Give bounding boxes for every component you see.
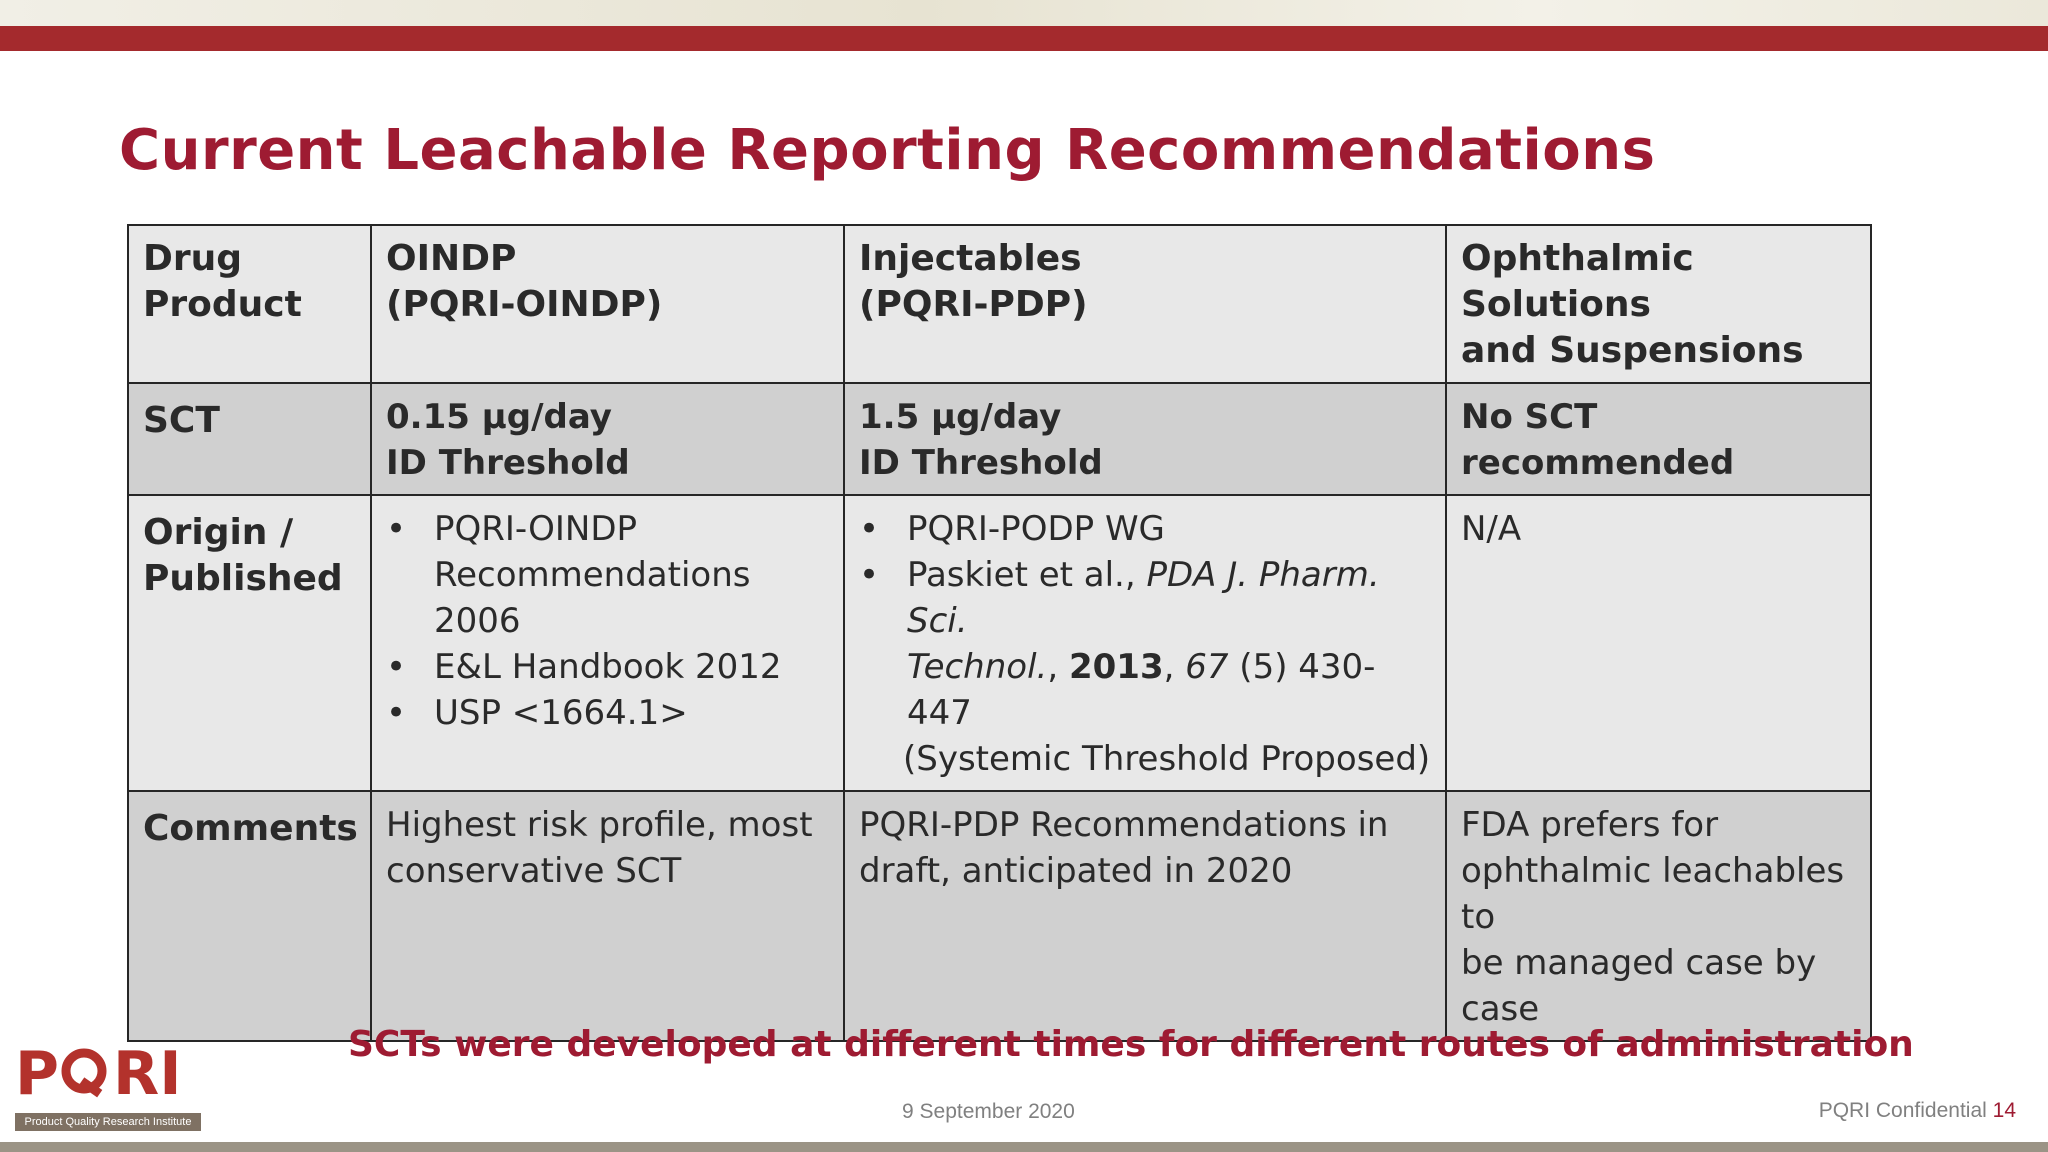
sct-oindp-value: 0.15 µg/day xyxy=(386,397,612,437)
origin-oindp-list: PQRI-OINDP Recommendations 2006 E&L Hand… xyxy=(386,506,829,736)
header-drug-product-line1: Drug xyxy=(143,238,243,279)
comments-ophthalmic-line3: be managed case by xyxy=(1461,943,1817,983)
citation-authors: Paskiet et al., xyxy=(907,555,1147,595)
comments-ophthalmic-line1: FDA prefers for xyxy=(1461,805,1719,845)
recommendations-table: Drug Product OINDP (PQRI-OINDP) Injectab… xyxy=(127,224,1872,1042)
origin-label-line2: Published xyxy=(143,558,343,599)
table-row-comments: Comments Highest risk profile, most cons… xyxy=(127,790,1872,1042)
slide-tagline: SCTs were developed at different times f… xyxy=(348,1024,1914,1065)
list-item: USP <1664.1> xyxy=(386,690,829,736)
header-ophthalmic-line1: Ophthalmic Solutions xyxy=(1461,238,1694,325)
comments-injectables-cell: PQRI-PDP Recommendations in draft, antic… xyxy=(843,790,1447,1042)
page-number: 14 xyxy=(1992,1099,2016,1122)
comments-oindp-line2: conservative SCT xyxy=(386,851,682,891)
header-oindp-line2: (PQRI-OINDP) xyxy=(386,284,663,325)
citation-comma2: , xyxy=(1163,647,1186,687)
header-oindp: OINDP (PQRI-OINDP) xyxy=(370,224,845,384)
footer-date: 9 September 2020 xyxy=(902,1100,1075,1123)
origin-oindp-item3: USP <1664.1> xyxy=(434,693,688,733)
footer-confidential: PQRI Confidential 14 xyxy=(1819,1099,2016,1123)
header-injectables: Injectables (PQRI-PDP) xyxy=(843,224,1447,384)
origin-injectables-item1: PQRI-PODP WG xyxy=(907,509,1165,549)
table-row-origin: Origin / Published PQRI-OINDP Recommenda… xyxy=(127,494,1872,792)
top-texture-band xyxy=(0,0,2048,26)
citation-issue-pages: (5) 430-447 xyxy=(907,647,1376,733)
sct-injectables-threshold: ID Threshold xyxy=(859,443,1103,483)
pqri-logo-wordmark: P RI xyxy=(15,1039,201,1109)
comments-label: Comments xyxy=(143,808,358,849)
header-drug-product: Drug Product xyxy=(127,224,372,384)
citation-journal-part2: Technol. xyxy=(907,647,1048,687)
citation-line1: Paskiet et al., PDA J. Pharm. Sci. xyxy=(907,552,1431,644)
sct-ophthalmic-cell: No SCT recommended xyxy=(1445,382,1872,496)
sct-oindp-threshold: ID Threshold xyxy=(386,443,630,483)
citation-journal-part1: PDA J. Pharm. Sci. xyxy=(907,555,1380,641)
logo-letter-q-icon xyxy=(61,1048,107,1098)
table-header-row: Drug Product OINDP (PQRI-OINDP) Injectab… xyxy=(127,224,1872,384)
slide-title: Current Leachable Reporting Recommendati… xyxy=(119,118,1656,183)
origin-oindp-item2: E&L Handbook 2012 xyxy=(434,647,782,687)
citation-line2: Technol., 2013, 67 (5) 430-447 xyxy=(907,644,1431,736)
header-injectables-line1: Injectables xyxy=(859,238,1082,279)
header-injectables-line2: (PQRI-PDP) xyxy=(859,284,1088,325)
origin-ophthalmic-cell: N/A xyxy=(1445,494,1872,792)
comments-injectables-line1: PQRI-PDP Recommendations in xyxy=(859,805,1389,845)
list-item: PQRI-OINDP Recommendations 2006 xyxy=(386,506,829,644)
pqri-logo: P RI Product Quality Research Institute xyxy=(15,1039,201,1133)
logo-tagline: Product Quality Research Institute xyxy=(15,1113,201,1131)
list-item: E&L Handbook 2012 xyxy=(386,644,829,690)
origin-ophthalmic-value: N/A xyxy=(1461,509,1522,549)
sct-oindp-cell: 0.15 µg/day ID Threshold xyxy=(370,382,845,496)
comments-label-cell: Comments xyxy=(127,790,372,1042)
origin-injectables-cell: PQRI-PODP WG Paskiet et al., PDA J. Phar… xyxy=(843,494,1447,792)
comments-ophthalmic-line4: case xyxy=(1461,989,1540,1029)
origin-injectables-list: PQRI-PODP WG Paskiet et al., PDA J. Phar… xyxy=(859,506,1431,736)
header-ophthalmic-line2: and Suspensions xyxy=(1461,330,1804,371)
comments-ophthalmic-line2: ophthalmic leachables to xyxy=(1461,851,1845,937)
table-row-sct: SCT 0.15 µg/day ID Threshold 1.5 µg/day … xyxy=(127,382,1872,496)
bottom-bar xyxy=(0,1142,2048,1152)
origin-oindp-item1-line1: PQRI-OINDP xyxy=(434,509,638,549)
comments-oindp-cell: Highest risk profile, most conservative … xyxy=(370,790,845,1042)
origin-oindp-item1-line2: Recommendations 2006 xyxy=(434,555,751,641)
header-drug-product-line2: Product xyxy=(143,284,302,325)
sct-injectables-value: 1.5 µg/day xyxy=(859,397,1062,437)
list-item: PQRI-PODP WG xyxy=(859,506,1431,552)
citation-year: 2013 xyxy=(1068,647,1164,687)
origin-label-line1: Origin / xyxy=(143,512,294,553)
logo-letters-ri: RI xyxy=(113,1039,182,1109)
citation-comma1: , xyxy=(1047,647,1069,687)
header-oindp-line1: OINDP xyxy=(386,238,517,279)
comments-ophthalmic-cell: FDA prefers for ophthalmic leachables to… xyxy=(1445,790,1872,1042)
header-ophthalmic: Ophthalmic Solutions and Suspensions xyxy=(1445,224,1872,384)
sct-label-cell: SCT xyxy=(127,382,372,496)
origin-label-cell: Origin / Published xyxy=(127,494,372,792)
logo-letter-p: P xyxy=(15,1039,59,1109)
list-item: Paskiet et al., PDA J. Pharm. Sci. Techn… xyxy=(859,552,1431,736)
top-accent-bar xyxy=(0,26,2048,51)
origin-oindp-cell: PQRI-OINDP Recommendations 2006 E&L Hand… xyxy=(370,494,845,792)
sct-injectables-cell: 1.5 µg/day ID Threshold xyxy=(843,382,1447,496)
citation-volume: 67 xyxy=(1185,647,1229,687)
sct-ophthalmic-value: No SCT recommended xyxy=(1461,397,1735,483)
footer-confidential-label: PQRI Confidential xyxy=(1818,1099,1987,1122)
comments-oindp-line1: Highest risk profile, most xyxy=(386,805,813,845)
citation-note: (Systemic Threshold Proposed) xyxy=(903,739,1431,779)
comments-injectables-line2: draft, anticipated in 2020 xyxy=(859,851,1293,891)
sct-label: SCT xyxy=(143,400,220,441)
